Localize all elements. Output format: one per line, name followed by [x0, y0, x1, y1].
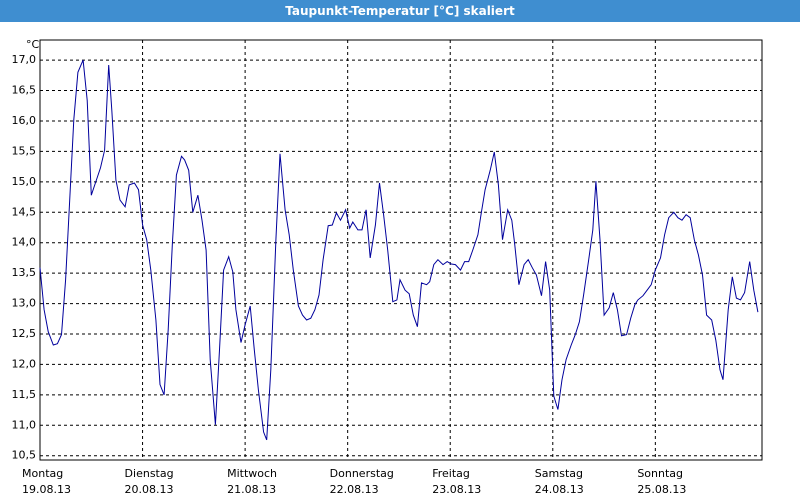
y-tick-label: 13,5: [12, 266, 37, 279]
y-tick-label: 14,5: [12, 205, 37, 218]
window-title: Taupunkt-Temperatur [°C] skaliert: [0, 0, 800, 22]
y-tick-label: 10,5: [12, 449, 37, 462]
x-tick-date: 20.08.13: [125, 483, 174, 496]
x-tick-label: Mittwoch: [227, 467, 277, 480]
plot-frame: [39, 39, 763, 461]
x-tick-label: Freitag: [432, 467, 470, 480]
x-tick-date: 19.08.13: [22, 483, 71, 496]
x-tick-date: 21.08.13: [227, 483, 276, 496]
y-tick-label: 17,0: [12, 53, 37, 66]
y-tick-label: 11,5: [12, 388, 37, 401]
y-tick-label: 16,5: [12, 84, 37, 97]
x-tick-label: Samstag: [535, 467, 583, 480]
x-tick-label: Montag: [22, 467, 63, 480]
x-tick-label: Donnerstag: [330, 467, 394, 480]
x-tick-date: 25.08.13: [637, 483, 686, 496]
y-tick-label: 11,0: [12, 418, 37, 431]
x-tick-date: 23.08.13: [432, 483, 481, 496]
y-tick-label: 14,0: [12, 236, 37, 249]
y-tick-label: 12,0: [12, 357, 37, 370]
y-tick-label: 15,0: [12, 175, 37, 188]
x-tick-label: Dienstag: [125, 467, 174, 480]
chart: °C 10,5 11,0 11,5 12,0 12,5 13,0 13,5 14,0 14,5 1…: [12, 38, 763, 496]
x-tick-label: Sonntag: [637, 467, 683, 480]
y-tick-label: 15,5: [12, 144, 37, 157]
x-tick-date: 22.08.13: [330, 483, 379, 496]
y-tick-label: 16,0: [12, 114, 37, 127]
y-tick-label: 13,0: [12, 297, 37, 310]
x-tick-date: 24.08.13: [535, 483, 584, 496]
data-line: [39, 59, 759, 441]
y-unit: °C: [26, 38, 40, 51]
y-tick-label: 12,5: [12, 327, 37, 340]
